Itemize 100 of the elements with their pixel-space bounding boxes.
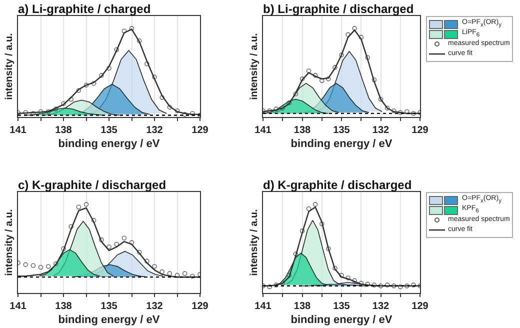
point — [312, 73, 318, 78]
point — [76, 88, 82, 93]
point — [326, 246, 331, 252]
point — [398, 284, 403, 290]
point — [300, 228, 305, 234]
point — [346, 32, 350, 37]
point — [378, 96, 384, 102]
point — [339, 272, 344, 278]
point — [365, 282, 370, 286]
point — [293, 252, 298, 256]
x-tick-label: 129 — [412, 125, 429, 136]
point — [384, 282, 390, 288]
x-tick-label: 129 — [192, 301, 209, 312]
x-tick-label: 135 — [100, 125, 118, 136]
point — [391, 108, 396, 114]
point — [384, 106, 390, 110]
point — [144, 61, 150, 66]
point — [99, 73, 104, 78]
point — [144, 258, 150, 264]
point — [160, 269, 164, 274]
point — [122, 236, 127, 240]
point — [46, 109, 51, 114]
point — [182, 271, 188, 276]
x-tick-label: 138 — [294, 125, 312, 136]
point — [46, 264, 51, 269]
point — [306, 206, 312, 212]
point — [61, 101, 66, 106]
point — [136, 250, 142, 255]
chart-title: b) Li-graphite / discharged — [263, 2, 414, 16]
point — [352, 26, 357, 31]
point — [280, 106, 285, 110]
point — [312, 202, 318, 207]
point — [372, 77, 377, 82]
point — [190, 274, 195, 279]
point — [152, 264, 157, 269]
x-tick-label: 129 — [412, 301, 429, 312]
point — [358, 34, 364, 40]
x-axis-title: binding energy / eV — [290, 314, 393, 326]
point — [293, 92, 298, 96]
point — [76, 204, 82, 210]
point — [160, 95, 164, 100]
point — [54, 261, 58, 266]
point — [372, 282, 377, 288]
y-axis-title: intensity / a.u. — [249, 208, 260, 276]
point — [320, 78, 324, 84]
x-tick-label: 141 — [254, 301, 272, 312]
x-tick-label: 135 — [100, 301, 118, 312]
point — [267, 284, 272, 290]
point — [84, 82, 89, 88]
point — [300, 76, 305, 82]
chart-title: c) K-graphite / discharged — [18, 178, 166, 192]
point — [99, 237, 104, 242]
point — [391, 284, 396, 288]
x-tick-label: 132 — [146, 125, 164, 136]
point — [174, 108, 180, 114]
point — [286, 272, 292, 278]
point — [30, 263, 36, 268]
point — [174, 272, 180, 278]
point — [91, 218, 96, 223]
x-axis-title: binding energy / eV — [290, 138, 393, 150]
point — [352, 278, 357, 283]
x-axis-title: binding energy / eV — [58, 314, 160, 326]
point — [68, 224, 74, 229]
point — [114, 47, 119, 52]
point — [346, 276, 350, 280]
point — [167, 104, 172, 110]
point — [326, 76, 331, 82]
point — [68, 96, 74, 102]
point — [106, 244, 112, 250]
point — [30, 111, 36, 116]
point — [411, 111, 416, 116]
point — [190, 111, 195, 116]
x-tick-label: 129 — [192, 125, 209, 136]
point — [23, 110, 28, 115]
point — [274, 106, 278, 112]
x-tick-label: 138 — [294, 301, 312, 312]
y-axis-title: intensity / a.u. — [4, 32, 15, 100]
point — [320, 222, 324, 226]
point — [332, 266, 338, 271]
x-axis-title: binding energy / eV — [58, 138, 160, 150]
x-tick-label: 132 — [372, 125, 390, 136]
point — [106, 66, 112, 71]
x-tick-label: 135 — [333, 125, 350, 136]
x-tick-label: 132 — [372, 301, 390, 312]
y-axis-title: intensity / a.u. — [4, 208, 15, 276]
point — [129, 26, 134, 31]
point — [274, 282, 278, 288]
point — [398, 110, 403, 115]
x-tick-label: 141 — [10, 125, 27, 136]
point — [378, 284, 384, 288]
x-tick-label: 141 — [254, 125, 272, 136]
point — [339, 52, 344, 58]
point — [38, 264, 44, 270]
point — [54, 106, 58, 112]
point — [38, 109, 44, 114]
y-axis-title: intensity / a.u. — [249, 32, 260, 100]
point — [152, 74, 157, 80]
point — [136, 38, 142, 44]
point — [411, 282, 416, 288]
chart-title: d) K-graphite / discharged — [263, 178, 412, 192]
